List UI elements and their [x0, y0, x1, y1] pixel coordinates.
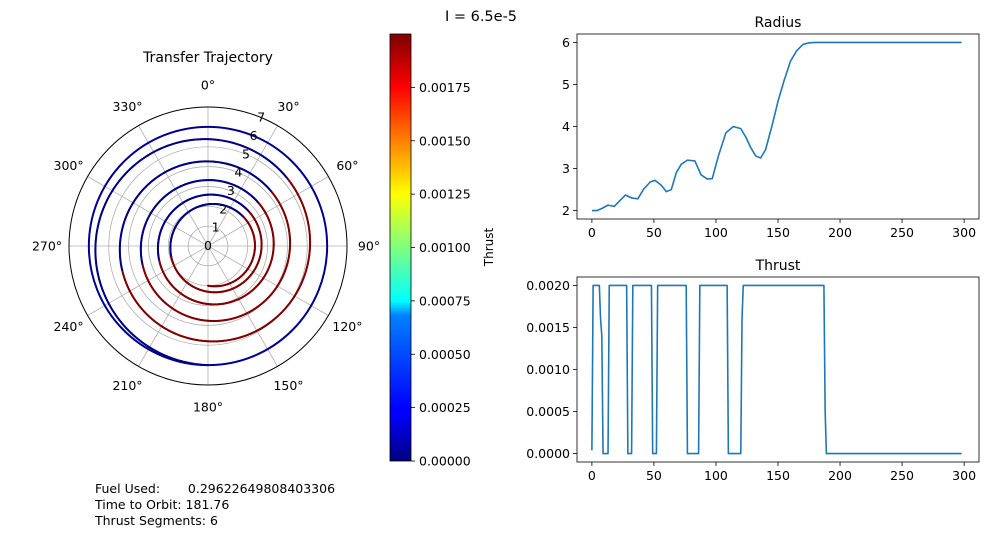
angular-tick-label: 0° — [201, 78, 215, 93]
radius-y-tick-label: 6 — [562, 35, 570, 50]
polar-frame — [68, 106, 348, 386]
polar-tick-labels: 01 23 456 7 0° 30° 60° 90° 120° 150° 180° 210° 240° 2… — [32, 78, 380, 415]
radius-x-tick-label: 150 — [766, 225, 790, 240]
radius-x-tick-label: 200 — [828, 225, 852, 240]
thrust-y-tick-label: 0.0015 — [526, 320, 570, 335]
angular-grid-line — [87, 176, 209, 247]
thrust-line-plot: Thrust 0 50 100 150 200 250 300 0.0000 0.0005 0.0… — [526, 258, 980, 483]
radius-y-tick-label: 2 — [562, 203, 570, 218]
colorbar-tick-label: 0.00075 — [419, 293, 471, 308]
thrust-x-tick-label: 150 — [766, 468, 790, 483]
trajectory-spiral — [87, 125, 329, 367]
angular-tick-label: 120° — [332, 319, 362, 334]
angular-tick-label: 330° — [112, 99, 142, 114]
thrust-x-tick-label: 50 — [646, 468, 662, 483]
radial-tick-label: 5 — [242, 146, 250, 161]
angular-tick-label: 150° — [273, 378, 303, 393]
angular-grid-line — [207, 245, 329, 316]
colorbar-tick-label: 0.00050 — [419, 347, 471, 362]
colorbar-gradient — [389, 33, 412, 462]
thrust-x-tick-label: 250 — [890, 468, 914, 483]
fuel-value: 0.29622649808403306 — [187, 481, 336, 496]
radius-y-tick-label: 5 — [562, 77, 570, 92]
radius-series-line — [591, 41, 962, 212]
thrust-y-tick-label: 0.0020 — [526, 278, 570, 293]
polar-grid — [69, 107, 347, 385]
colorbar-tick-label: 0.00150 — [419, 133, 471, 148]
polar-trajectory-plot: Transfer Trajectory 01 23 456 7 0° 30° 60° 90° 1… — [32, 50, 380, 415]
radial-tick-label: 4 — [234, 165, 242, 180]
colorbar-tick-label: 0.00175 — [419, 80, 471, 95]
radius-x-tick-label: 250 — [890, 225, 914, 240]
radius-y-tick-label: 4 — [562, 119, 570, 134]
info-fuel-line: Fuel Used: 0.29622649808403306 — [95, 481, 335, 497]
polar-title: Transfer Trajectory — [142, 50, 273, 66]
info-time-line: Time to Orbit: 181.76 — [95, 497, 230, 512]
angular-tick-label: 60° — [336, 158, 358, 173]
radius-axes-frame — [576, 33, 980, 220]
angular-grid-line — [207, 125, 278, 247]
angular-tick-label: 240° — [54, 319, 84, 334]
radius-line-plot: Radius 0 50 100 150 200 250 300 2 3 4 5 6 — [562, 15, 980, 240]
angular-tick-label: 270° — [32, 239, 62, 254]
thrust-y-tick-label: 0.0010 — [526, 362, 570, 377]
angular-tick-label: 30° — [277, 99, 299, 114]
angular-grid-line — [138, 125, 209, 247]
thrust-series-line — [591, 284, 962, 455]
colorbar-tick-label: 0.00000 — [419, 454, 471, 469]
thrust-x-tick-label: 200 — [828, 468, 852, 483]
colorbar-tick-label: 0.00100 — [419, 240, 471, 255]
radial-tick-label: 7 — [257, 110, 265, 125]
colorbar-tick-label: 0.00125 — [419, 187, 471, 202]
radial-tick-label: 3 — [227, 183, 235, 198]
final-orbit-circle — [87, 125, 329, 367]
radius-y-tick-label: 3 — [562, 161, 570, 176]
thrust-y-tick-label: 0.0000 — [526, 446, 570, 461]
angular-tick-label: 210° — [112, 378, 142, 393]
angular-grid-line — [138, 245, 209, 367]
colorbar-label: Thrust — [482, 227, 496, 267]
radial-tick-label: 2 — [219, 201, 227, 216]
radius-x-tick-label: 50 — [646, 225, 662, 240]
radius-title: Radius — [755, 15, 802, 31]
figure-suptitle: I = 6.5e-5 — [445, 9, 517, 25]
thrust-x-tick-label: 0 — [588, 468, 596, 483]
angular-grid-line — [207, 176, 329, 247]
info-segments-line: Thrust Segments: 6 — [95, 513, 218, 528]
radius-x-tick-label: 100 — [704, 225, 728, 240]
colorbar-ticks: 0.00000 0.00025 0.00050 0.00075 0.00100 0.001… — [411, 80, 471, 469]
angular-grid-line — [207, 245, 278, 367]
thrust-title: Thrust — [755, 258, 801, 274]
fuel-label: Fuel Used: — [95, 481, 161, 496]
radius-x-tick-label: 0 — [588, 225, 596, 240]
angular-tick-label: 180° — [193, 400, 223, 415]
radial-tick-label: 1 — [212, 220, 220, 235]
thrust-x-tick-label: 300 — [952, 468, 976, 483]
thrust-y-tick-label: 0.0005 — [526, 404, 570, 419]
colorbar-tick-label: 0.00025 — [419, 400, 471, 415]
thrust-colorbar: 0.00000 0.00025 0.00050 0.00075 0.00100 0.001… — [389, 33, 496, 469]
angular-tick-label: 300° — [54, 158, 84, 173]
thrust-axes-frame — [576, 276, 980, 463]
radial-tick-label: 6 — [250, 128, 258, 143]
thrust-x-tick-label: 100 — [704, 468, 728, 483]
radial-tick-label: 0 — [204, 238, 212, 253]
radius-x-tick-label: 300 — [952, 225, 976, 240]
angular-tick-label: 90° — [358, 239, 380, 254]
